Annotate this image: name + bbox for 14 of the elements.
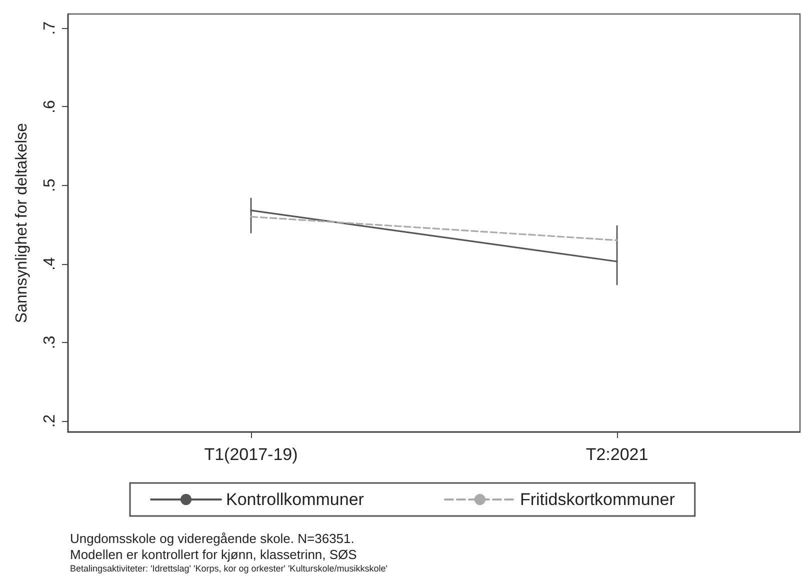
y-axis-title: Sannsynlighet for deltakelse — [14, 122, 30, 324]
y-tick-label: .7 — [42, 21, 58, 35]
legend-label: Fritidskortkommuner — [520, 490, 676, 509]
y-tick-label: .5 — [42, 178, 58, 192]
y-tick-label: .2 — [42, 414, 58, 428]
y-tick-label: .6 — [42, 100, 58, 114]
legend-label: Kontrollkommuner — [226, 490, 364, 509]
x-tick-label: T2:2021 — [586, 445, 648, 464]
x-tick-label: T1(2017-19) — [204, 445, 298, 464]
text: Betalingsaktiviteter: 'Idrettslag' 'Korps, kor og orkester' 'Kulturskole/musikkskole' — [70, 564, 388, 574]
text: Modellen er kontrollert for kjønn, klassetrinn, SØS — [70, 547, 358, 562]
y-tick-label: .3 — [42, 336, 58, 350]
text: Ungdomsskole og videregående skole. N=36351. — [70, 531, 354, 546]
y-tick-label: .4 — [42, 257, 58, 271]
